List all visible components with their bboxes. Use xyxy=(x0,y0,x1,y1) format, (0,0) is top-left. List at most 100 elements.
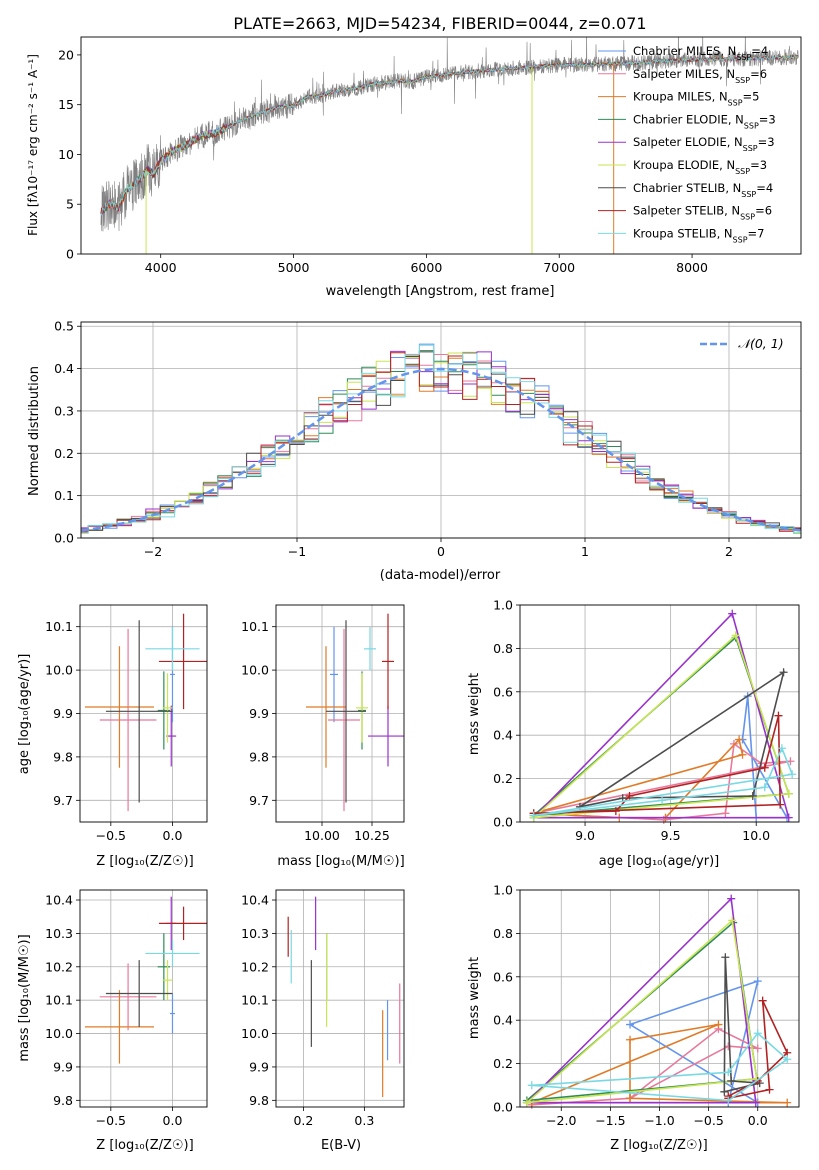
axes-frame xyxy=(519,604,800,823)
x-tick-label: 4000 xyxy=(145,260,177,275)
y-tick-label: 0 xyxy=(66,247,74,262)
x-tick-label: 9.0 xyxy=(575,828,595,843)
weight-marker xyxy=(611,807,620,816)
y-tick-label: 0.4 xyxy=(493,1013,513,1028)
weight-marker xyxy=(522,1098,531,1107)
wage-ylabel: mass weight xyxy=(467,673,482,755)
weight-marker xyxy=(779,668,788,677)
massz-ylabel: mass [log₁₀(M/M☉)] xyxy=(17,934,32,1061)
weight-marker xyxy=(727,894,736,903)
x-tick-label: −1.5 xyxy=(595,1113,625,1128)
weight-marker xyxy=(626,1020,635,1029)
x-tick-label: −2 xyxy=(144,544,162,559)
x-tick-label: −0.5 xyxy=(96,1113,126,1128)
weight-marker xyxy=(626,1094,635,1103)
weight-marker xyxy=(774,711,783,720)
spectrum-model-line xyxy=(100,54,799,216)
x-tick-label: 0.0 xyxy=(163,1113,183,1128)
legend-subscript: SSP xyxy=(733,235,748,244)
age-vs-metallicity-panel: Z [log₁₀(Z/Z☉)] age [log₁₀(age/yr)] −0.5… xyxy=(17,604,208,869)
legend-label: Kroupa ELODIE, NSSP=3 xyxy=(633,158,767,176)
axes-frame xyxy=(275,889,405,1108)
mass-vs-metallicity-panel: Z [log₁₀(Z/Z☉)] mass [log₁₀(M/M☉)] −0.5 0… xyxy=(17,889,208,1153)
y-tick-label: 10.4 xyxy=(241,893,269,908)
y-tick-label: 9.8 xyxy=(249,1093,269,1108)
weight-marker xyxy=(751,1098,760,1107)
weight-marker xyxy=(788,770,797,779)
y-tick-label: 0.4 xyxy=(54,361,74,376)
axes-frame xyxy=(80,36,802,255)
residual-histogram-step xyxy=(81,352,801,533)
y-tick-label: 9.9 xyxy=(53,1059,73,1074)
weight-marker xyxy=(765,1085,774,1094)
x-tick-label: 7000 xyxy=(543,260,575,275)
massz-xlabel: Z [log₁₀(Z/Z☉)] xyxy=(96,1138,193,1153)
x-tick-label: −0.5 xyxy=(96,828,126,843)
x-tick-label: 1 xyxy=(581,544,589,559)
x-tick-label: 8000 xyxy=(676,260,708,275)
y-tick-label: 10.1 xyxy=(241,619,269,634)
weight-line xyxy=(531,612,790,819)
x-tick-label: −0.5 xyxy=(693,1113,723,1128)
y-tick-label: 0.0 xyxy=(493,1100,513,1115)
y-tick-label: 0.4 xyxy=(493,728,513,743)
gaussian-curve xyxy=(80,367,802,532)
weight-marker xyxy=(784,813,793,822)
y-tick-label: 9.9 xyxy=(249,706,269,721)
x-tick-label: 10.0 xyxy=(742,828,770,843)
weight-marker xyxy=(758,996,767,1005)
y-tick-label: 10.1 xyxy=(45,993,73,1008)
x-tick-label: 10.00 xyxy=(304,828,340,843)
y-tick-label: 9.7 xyxy=(249,793,269,808)
y-tick-label: 10 xyxy=(58,147,74,162)
legend-label: Kroupa STELIB, NSSP=7 xyxy=(633,226,764,244)
x-tick-label: 0.2 xyxy=(293,1113,313,1128)
legend-label: 𝒩(0, 1) xyxy=(738,336,784,351)
weight-marker xyxy=(724,1042,733,1051)
x-tick-label: 5000 xyxy=(278,260,310,275)
wage-xlabel: age [log₁₀(age/yr)] xyxy=(599,854,720,869)
weight-marker xyxy=(658,796,667,805)
agez-xlabel: Z [log₁₀(Z/Z☉)] xyxy=(96,854,193,869)
residual-ylabel: Normed distribution xyxy=(27,366,42,496)
x-tick-label: 0.3 xyxy=(354,1113,374,1128)
weight-marker xyxy=(777,744,786,753)
weight-vs-metallicity-panel: Z [log₁₀(Z/Z☉)] mass weight −2.0 −1.5 −1.0… xyxy=(467,883,800,1153)
x-tick-label: 9.5 xyxy=(661,828,681,843)
legend-label: Salpeter ELODIE, NSSP=3 xyxy=(633,135,775,153)
y-tick-label: 0.2 xyxy=(54,446,74,461)
y-tick-label: 10.1 xyxy=(45,619,73,634)
legend-label: Chabrier MILES, NSSP=4 xyxy=(633,44,768,62)
y-tick-label: 0.2 xyxy=(493,1056,513,1071)
residual-histogram-step xyxy=(81,350,801,530)
weight-marker xyxy=(760,783,769,792)
spectrum-xlabel: wavelength [Angstrom, rest frame] xyxy=(326,284,555,299)
y-tick-label: 10.1 xyxy=(241,993,269,1008)
x-tick-label: 0 xyxy=(437,544,445,559)
y-tick-label: 20 xyxy=(58,47,74,62)
legend-label: Kroupa MILES, NSSP=5 xyxy=(633,90,759,108)
y-tick-label: 9.8 xyxy=(53,1093,73,1108)
y-tick-label: 9.8 xyxy=(249,749,269,764)
y-tick-label: 10.0 xyxy=(45,1026,73,1041)
weight-marker xyxy=(738,750,747,759)
weight-marker xyxy=(783,1098,792,1107)
weight-marker xyxy=(724,1068,733,1077)
x-tick-label: 0.0 xyxy=(748,1113,768,1128)
weight-line xyxy=(533,746,794,817)
y-tick-label: 10.3 xyxy=(45,926,73,941)
weight-marker xyxy=(753,1029,762,1038)
y-tick-label: 0.0 xyxy=(493,815,513,830)
weight-vs-age-panel: age [log₁₀(age/yr)] mass weight 9.0 9.5 10… xyxy=(467,598,800,869)
weight-marker xyxy=(527,1081,536,1090)
y-tick-label: 9.7 xyxy=(53,793,73,808)
legend-subscript: SSP xyxy=(744,121,759,130)
y-tick-label: 10.2 xyxy=(241,959,269,974)
axes-frame xyxy=(519,889,800,1108)
y-tick-label: 10.2 xyxy=(45,959,73,974)
y-tick-label: 9.8 xyxy=(53,749,73,764)
weight-marker xyxy=(784,789,793,798)
y-tick-label: 10.0 xyxy=(241,1026,269,1041)
weight-marker xyxy=(760,763,769,772)
